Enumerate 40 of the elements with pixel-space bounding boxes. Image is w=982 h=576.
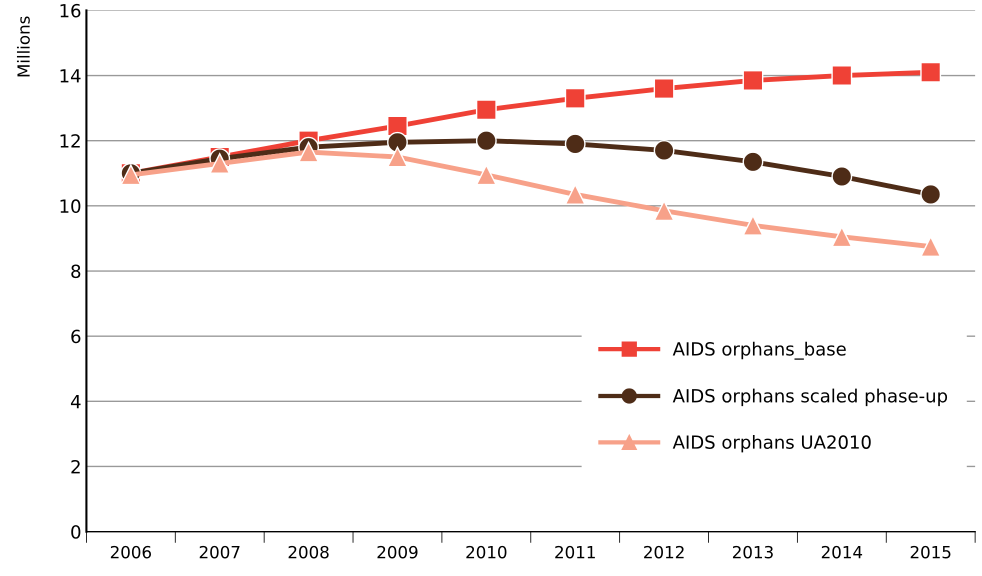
legend-label: AIDS orphans_base [672, 342, 846, 360]
x-tick-label: 2009 [377, 546, 418, 558]
point [831, 166, 852, 187]
point [298, 142, 320, 163]
y-tick-label: 12 [60, 134, 80, 148]
y-tick-label: 6 [71, 330, 80, 344]
point [387, 146, 408, 168]
point [564, 134, 586, 154]
y-tick-label: 2 [71, 460, 80, 474]
point [387, 132, 408, 153]
point [564, 184, 586, 205]
point [476, 99, 497, 120]
point [654, 140, 674, 161]
point [564, 88, 586, 109]
point [476, 130, 497, 152]
y-tick-label: 8 [71, 264, 80, 278]
x-tick-label: 2007 [200, 546, 240, 558]
x-tick-label: 2014 [822, 546, 862, 558]
point [742, 151, 764, 172]
y-tick-label: 16 [60, 4, 80, 18]
y-tick-label: 0 [71, 525, 80, 539]
x-tick-label: 2011 [555, 546, 595, 558]
x-tick-label: 2013 [732, 546, 773, 558]
point [742, 70, 764, 91]
legend-label: AIDS orphans UA2010 [672, 434, 871, 452]
y-tick-label: 4 [70, 395, 81, 408]
point [654, 78, 674, 99]
y-tick-label: 10 [60, 199, 80, 213]
point [920, 62, 942, 83]
point [209, 153, 230, 174]
point [920, 184, 942, 205]
point [831, 65, 852, 86]
legend-label: AIDS orphans scaled phase-up [672, 388, 948, 406]
y-tick-label: 14 [60, 69, 81, 82]
x-tick-label: 2008 [288, 546, 329, 558]
x-tick-label: 2015 [910, 546, 950, 558]
x-tick-label: 2010 [466, 546, 506, 558]
y-axis-title: Millions [16, 16, 30, 76]
x-tick-label: 2012 [644, 546, 684, 558]
x-tick-label: 2006 [110, 546, 152, 558]
